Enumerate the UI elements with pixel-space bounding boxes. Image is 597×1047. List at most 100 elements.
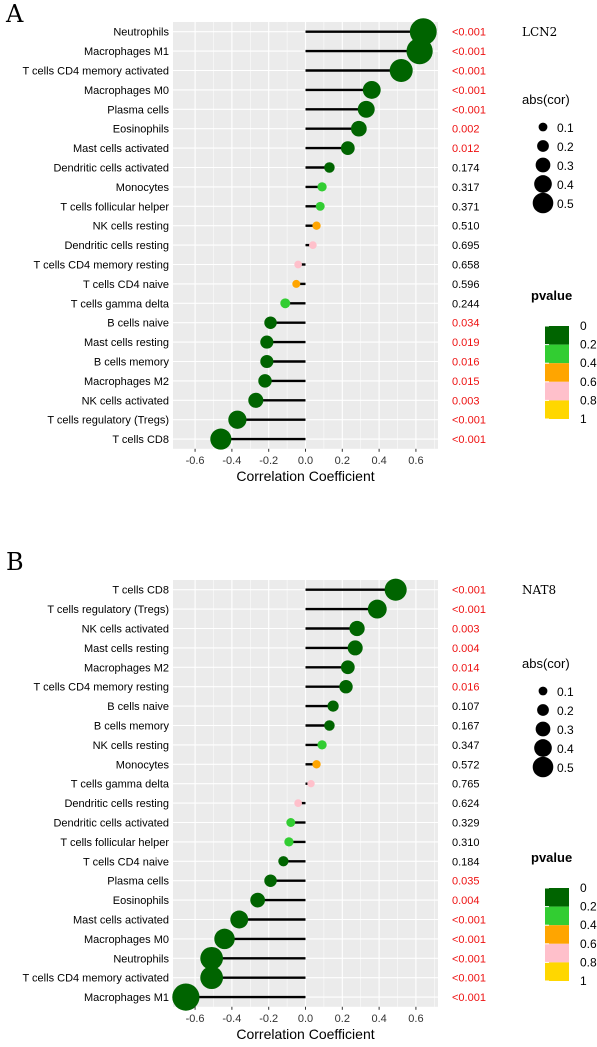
category-label: T cells CD4 naive (83, 856, 169, 868)
category-label: Mast cells activated (73, 915, 169, 927)
color-legend-label: 0.4 (580, 356, 597, 370)
x-tick-label: -0.2 (259, 455, 278, 467)
category-label: T cells CD4 memory resting (34, 682, 170, 694)
lollipop-point (210, 428, 232, 450)
category-label: Macrophages M2 (84, 376, 169, 388)
size-legend-key (535, 157, 551, 173)
x-tick-label: 0.0 (298, 1013, 313, 1025)
category-label: Macrophages M2 (84, 662, 169, 674)
size-legend-key (532, 756, 554, 778)
lollipop-point (384, 578, 407, 601)
size-legend: abs(cor) 0.1 0.2 0.3 0.4 0.5 (522, 656, 574, 778)
category-label: Macrophages M1 (84, 992, 169, 1004)
pvalue-label: 0.184 (452, 856, 480, 868)
x-tick-label: -0.2 (259, 1013, 278, 1025)
pvalue-label: 0.012 (452, 143, 480, 155)
size-legend-label: 0.3 (557, 723, 574, 737)
pvalue-label: 0.329 (452, 818, 480, 830)
pvalue-label: 0.014 (452, 662, 480, 674)
category-label: Eosinophils (113, 895, 170, 907)
category-label: Mast cells resting (84, 643, 169, 655)
x-tick-label: 0.4 (371, 455, 386, 467)
lollipop-point (260, 335, 274, 349)
category-label: T cells regulatory (Tregs) (47, 415, 169, 427)
category-label: B cells naive (107, 318, 169, 330)
category-label: Mast cells activated (73, 143, 169, 155)
pvalue-label: 0.002 (452, 124, 480, 136)
lollipop-point (389, 58, 413, 83)
pvalue-label: 0.034 (452, 318, 480, 330)
color-legend-swatch (545, 888, 569, 907)
size-legend-key (535, 721, 551, 737)
pvalue-label: 0.244 (452, 298, 480, 310)
color-legend-swatch (545, 962, 569, 981)
pvalue-label: 0.004 (452, 895, 480, 907)
color-legend-title: pvalue (531, 850, 572, 865)
x-tick-label: 0.2 (335, 455, 350, 467)
color-legend-label: 0 (580, 881, 587, 895)
pvalue-label: 0.658 (452, 260, 480, 272)
category-label: Dendritic cells activated (53, 163, 169, 175)
category-label: Dendritic cells activated (53, 818, 169, 830)
lollipop-point (200, 966, 224, 990)
gene-label: LCN2 (522, 25, 557, 39)
pvalue-label: 0.107 (452, 701, 480, 713)
category-label: Dendritic cells resting (64, 240, 169, 252)
category-label: T cells follicular helper (60, 201, 169, 213)
category-label: T cells follicular helper (60, 837, 169, 849)
color-legend-label: 0 (580, 319, 587, 333)
category-label: NK cells resting (93, 740, 169, 752)
pvalue-label: 0.347 (452, 740, 480, 752)
color-legend-swatch (545, 906, 569, 926)
category-label: T cells CD8 (112, 434, 169, 446)
x-tick-label: -0.4 (222, 1013, 241, 1025)
pvalue-label: <0.001 (452, 85, 486, 97)
lollipop-point (172, 983, 200, 1011)
lollipop-point (294, 260, 302, 269)
category-label: NK cells activated (82, 624, 169, 636)
lollipop-point (327, 700, 339, 712)
size-legend-key (532, 192, 554, 214)
category-label: Neutrophils (113, 27, 169, 39)
lollipop-point (367, 599, 387, 619)
size-legend-key (538, 686, 548, 696)
lollipop-point (406, 37, 433, 65)
pvalue-label: 0.765 (452, 779, 480, 791)
pvalue-label: 0.016 (452, 682, 480, 694)
lollipop-point (294, 799, 302, 807)
color-legend-label: 0.4 (580, 918, 597, 932)
category-label: Eosinophils (113, 124, 170, 136)
x-tick-label: -0.6 (186, 455, 205, 467)
color-legend-label: 0.8 (580, 955, 597, 969)
lollipop-point (340, 141, 355, 155)
lollipop-point (200, 946, 224, 970)
size-legend-label: 0.2 (557, 704, 574, 718)
category-label: B cells naive (107, 701, 169, 713)
lollipop-point (286, 818, 296, 827)
color-legend-label: 1 (580, 974, 587, 988)
pvalue-label: 0.695 (452, 240, 480, 252)
lollipop-point (292, 279, 301, 288)
size-legend-key (537, 140, 549, 152)
size-legend-key (534, 739, 552, 757)
color-legend-title: pvalue (531, 288, 572, 303)
x-tick-label: 0.6 (408, 1013, 423, 1025)
category-label: B cells memory (94, 357, 170, 369)
color-legend-swatch (545, 326, 569, 345)
lollipop-point (309, 241, 317, 249)
category-label: T cells CD4 memory activated (22, 66, 169, 78)
lollipop-point (250, 892, 266, 908)
color-legend-swatch (545, 381, 569, 401)
pvalue-label: 0.510 (452, 221, 480, 233)
size-legend-label: 0.5 (557, 761, 574, 775)
pvalue-label: <0.001 (452, 66, 486, 78)
lollipop-point (357, 100, 375, 118)
pvalue-label: <0.001 (452, 585, 486, 597)
x-tick-label: -0.6 (186, 1013, 205, 1025)
lollipop-point (324, 720, 335, 731)
category-label: Plasma cells (107, 104, 169, 116)
size-legend-key (537, 704, 549, 716)
category-label: Plasma cells (107, 876, 169, 888)
category-label: Monocytes (116, 182, 170, 194)
lollipop-point (264, 874, 277, 887)
